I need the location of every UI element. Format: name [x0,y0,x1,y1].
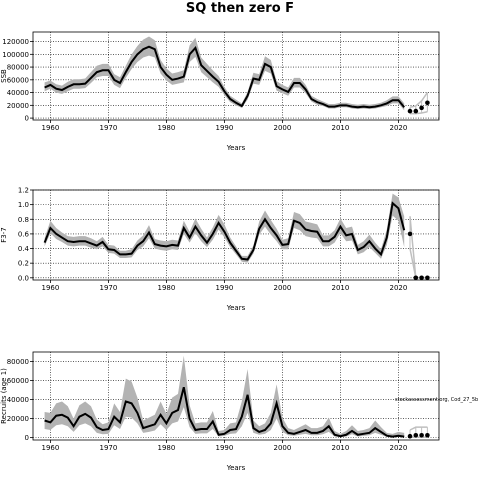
y-tick-label: 100000 [2,51,29,59]
forecast-point [413,275,419,281]
y-tick-label: 40000 [7,396,29,404]
forecast-point [407,433,413,439]
series-line [43,201,406,261]
y-tick-label: 0.0 [18,274,29,282]
forecast-point [419,432,424,438]
y-tick-label: 40000 [7,89,29,97]
y-tick-label: 60000 [7,377,29,385]
x-tick-label: 1960 [41,124,59,132]
x-axis-label: Years [226,464,246,472]
panel-recruits: 1960 1970 1980 1990 2000 2010 2020 0 20000 40000 6… [0,351,440,472]
x-tick-label: 1990 [215,284,233,292]
watermark-text: stockassessment.org, Cod_27_5b [395,397,478,403]
x-tick-label: 1970 [99,124,117,132]
y-axis-label: F3-7 [0,227,8,242]
forecast-point [419,105,424,111]
x-tick-label: 1980 [157,444,175,452]
x-tick-label: 1980 [157,284,175,292]
forecast-point [407,108,413,114]
plot-frame [32,351,440,441]
confidence-band [44,193,405,263]
y-tick-label: 20000 [7,415,29,423]
y-tick-label: 0 [25,115,29,123]
series-line [44,386,405,438]
x-tick-label: 2020 [389,284,407,292]
panels: 1960 1970 1980 1990 2000 2010 2020020000400006… [0,31,440,472]
y-tick-label: 0.2 [18,260,29,268]
forecast-point [407,231,413,237]
panel-fbar: 1960 1970 1980 1990 2000 2010 2020 0.0 0.2 0.4 0.6… [0,187,440,312]
x-tick-label: 1980 [157,124,175,132]
y-axis-label: SSB [0,69,8,83]
y-tick-label: 80000 [7,358,29,366]
y-tick-label: 1.2 [18,187,29,195]
x-tick-label: 2020 [389,444,407,452]
x-tick-label: 1960 [41,444,59,452]
chart-title: SQ then zero F [186,1,294,16]
forecast-point [413,108,419,114]
plot-frame [32,189,440,281]
y-tick-label: 20000 [7,102,29,110]
x-tick-label: 1970 [99,284,117,292]
y-axis-label: Recruits (age 1) [0,368,8,424]
x-tick-label: 1970 [99,444,117,452]
x-tick-label: 2000 [273,284,291,292]
forecast-point [419,275,424,281]
forecast-point [413,432,419,438]
y-tick-label: 1.0 [18,201,29,209]
forecast-lower [409,248,428,279]
forecast-lower [410,110,428,115]
series-line [44,45,405,109]
x-tick-label: 2010 [331,284,349,292]
x-axis-label: Years [226,304,246,312]
y-tick-label: 0.4 [18,245,30,253]
panel-ssb: 1960 1970 1980 1990 2000 2010 2020 0 20000 40000 6… [0,31,440,152]
y-tick-label: 60000 [7,76,29,84]
y-tick-label: 0.8 [18,216,29,224]
y-tick-label: 0.6 [18,230,30,238]
x-tick-label: 1990 [215,124,233,132]
confidence-band [44,355,405,438]
y-tick-label: 0 [25,434,29,442]
y-tick-label: 120000 [2,38,29,46]
forecast-upper [409,426,428,431]
x-tick-label: 2020 [389,124,407,132]
y-tick-label: 80000 [7,64,29,72]
x-tick-label: 1960 [41,284,59,292]
forecast-point [425,100,430,106]
forecast-upper [409,92,429,108]
forecast-point [425,432,430,438]
plot-frame [32,31,440,121]
x-tick-label: 2000 [273,444,291,452]
forecast-point [425,275,430,281]
x-tick-label: 1990 [215,444,233,452]
x-tick-label: 2000 [273,124,291,132]
x-tick-label: 2010 [331,124,349,132]
confidence-band [44,36,405,111]
x-axis-label: Years [226,144,246,152]
x-tick-label: 2010 [331,444,349,452]
